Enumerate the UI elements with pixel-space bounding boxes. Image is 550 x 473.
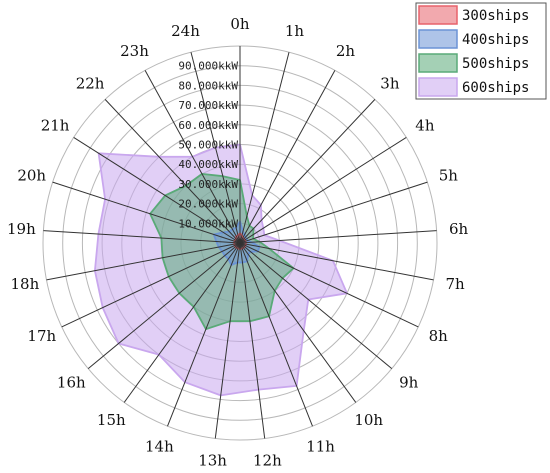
- ring-label-90: 90.000kkW: [178, 60, 238, 73]
- spoke-6h: [239, 230, 437, 244]
- spoke-23h: [144, 70, 241, 244]
- hour-label-7h: 7h: [445, 275, 465, 293]
- ring-label-70: 70.000kkW: [178, 99, 238, 112]
- hour-label-1h: 1h: [285, 22, 305, 40]
- hour-label-21h: 21h: [41, 117, 70, 135]
- hour-labels: 0h 1h 2h 3h 4h 5h 6h 7h 8h 9h 10h 11h 12h 13h 14h 15h 16…: [7, 15, 469, 469]
- hour-label-12h: 12h: [253, 451, 282, 469]
- hour-label-9h: 9h: [399, 374, 419, 392]
- hour-label-20h: 20h: [17, 166, 46, 184]
- ring-label-10: 10.000kkW: [178, 217, 238, 230]
- hour-label-3h: 3h: [380, 74, 400, 92]
- spoke-9h: [239, 242, 393, 369]
- hour-label-13h: 13h: [198, 451, 227, 469]
- hour-label-24h: 24h: [171, 22, 200, 40]
- spoke-24h: [190, 52, 241, 244]
- spoke-17h: [61, 242, 241, 328]
- spoke-7h: [239, 242, 434, 281]
- hour-label-14h: 14h: [145, 438, 174, 456]
- hour-label-4h: 4h: [415, 117, 435, 135]
- hour-label-19h: 19h: [7, 220, 36, 238]
- ring-label-50: 50.000kkW: [178, 139, 238, 152]
- legend-swatch-600ships: [418, 77, 458, 97]
- spoke-8h: [239, 242, 419, 328]
- spoke-20h: [52, 181, 241, 244]
- hour-label-17h: 17h: [27, 327, 56, 345]
- spoke-21h: [73, 136, 241, 244]
- hour-label-18h: 18h: [11, 275, 40, 293]
- hour-label-23h: 23h: [120, 42, 149, 60]
- legend-swatch-500ships: [418, 53, 458, 73]
- spoke-14h: [167, 242, 241, 427]
- hour-label-8h: 8h: [429, 327, 449, 345]
- spoke-16h: [87, 242, 241, 369]
- ring-label-80: 80.000kkW: [178, 79, 238, 92]
- legend-label-600ships: 600ships: [462, 80, 529, 96]
- legend: 300ships 400ships 500ships 600ships: [415, 2, 547, 100]
- legend-label-400ships: 400ships: [462, 32, 529, 48]
- spoke-10h: [239, 242, 357, 403]
- hour-label-15h: 15h: [97, 411, 126, 429]
- legend-label-500ships: 500ships: [462, 56, 529, 72]
- hour-label-6h: 6h: [449, 220, 469, 238]
- hour-label-0h: 0h: [230, 15, 250, 33]
- spoke-19h: [43, 230, 241, 244]
- radar-spokes: [43, 46, 437, 439]
- spoke-18h: [46, 242, 241, 281]
- hour-label-2h: 2h: [336, 42, 356, 60]
- hour-label-16h: 16h: [57, 374, 86, 392]
- legend-label-300ships: 300ships: [462, 8, 529, 24]
- hour-label-10h: 10h: [354, 411, 383, 429]
- spoke-3h: [239, 99, 376, 244]
- spoke-11h: [239, 242, 313, 427]
- spoke-15h: [123, 242, 241, 403]
- hour-label-5h: 5h: [439, 166, 459, 184]
- spoke-5h: [239, 181, 428, 244]
- hour-label-22h: 22h: [76, 74, 105, 92]
- spoke-1h: [239, 52, 290, 244]
- spoke-22h: [104, 99, 241, 244]
- spoke-12h: [239, 242, 266, 439]
- spoke-2h: [239, 70, 336, 244]
- ring-label-20: 20.000kkW: [178, 198, 238, 211]
- ring-label-40: 40.000kkW: [178, 158, 238, 171]
- spoke-4h: [239, 136, 407, 244]
- hour-label-11h: 11h: [306, 438, 335, 456]
- legend-swatch-400ships: [418, 29, 458, 49]
- spoke-13h: [214, 242, 241, 439]
- ring-label-30: 30.000kkW: [178, 178, 238, 191]
- ring-label-60: 60.000kkW: [178, 119, 238, 132]
- legend-swatch-300ships: [418, 5, 458, 25]
- ring-labels: 10.000kkW 20.000kkW 30.000kkW 40.000kkW 50.0…: [178, 60, 238, 231]
